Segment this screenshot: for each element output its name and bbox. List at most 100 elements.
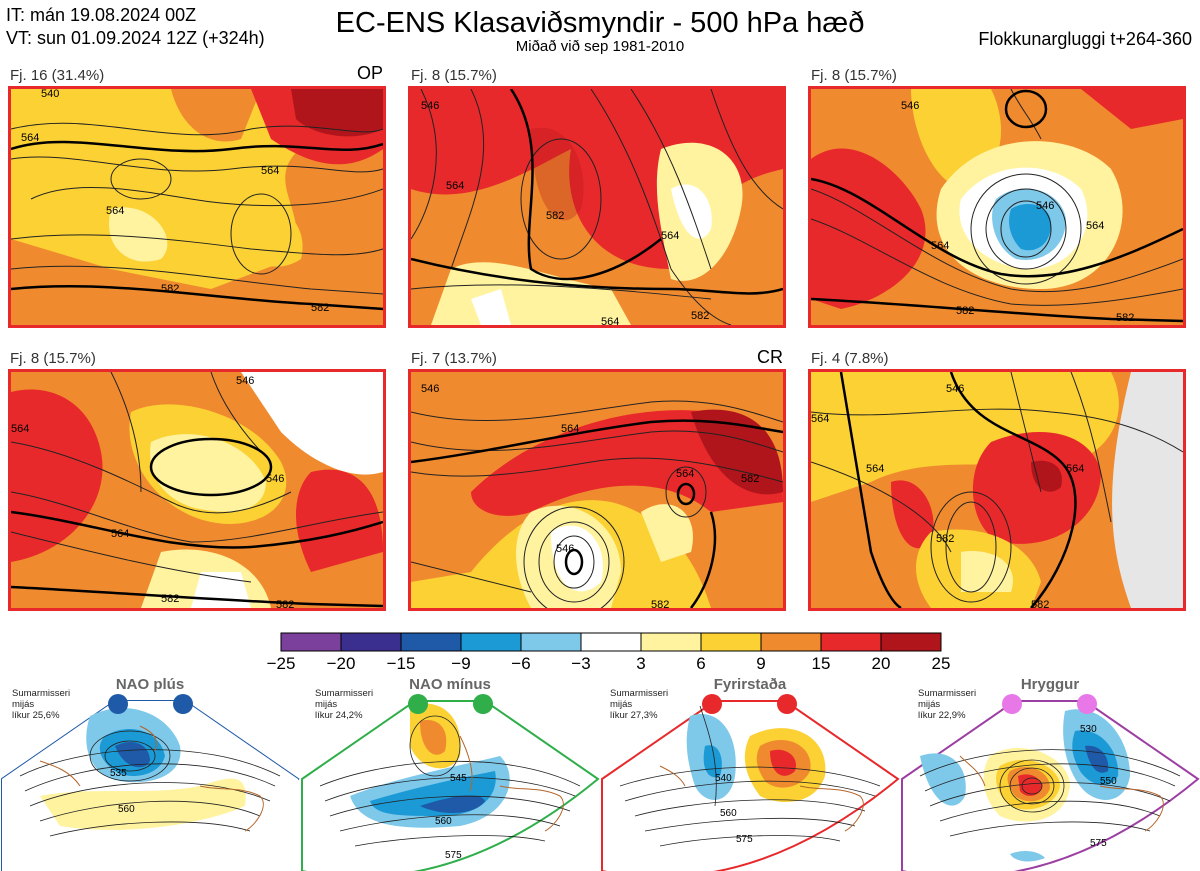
regime-name: Hryggur bbox=[1020, 676, 1080, 693]
contour-label: 564 bbox=[1086, 220, 1104, 232]
contour-label: 560 bbox=[435, 816, 452, 827]
contour-label: 546 bbox=[236, 375, 254, 387]
colorbar-cell bbox=[820, 632, 882, 652]
cluster-map-4: 546 546 564 564 582 582 bbox=[8, 369, 386, 611]
contour-label: 545 bbox=[450, 773, 467, 784]
contour-label: 546 bbox=[901, 100, 919, 112]
contour-label: 546 bbox=[421, 100, 439, 112]
panel-4-label: Fj. 8 (15.7%) bbox=[10, 350, 96, 367]
colorbar-tick-label: −15 bbox=[386, 654, 416, 673]
colorbar bbox=[280, 632, 942, 652]
colorbar-cell bbox=[280, 632, 342, 652]
contour-label: 575 bbox=[445, 850, 462, 861]
contour-label: 582 bbox=[741, 473, 759, 485]
contour-label: 564 bbox=[811, 413, 829, 425]
colorbar-tick-label: 6 bbox=[696, 654, 706, 673]
regime-name: NAO plús bbox=[115, 676, 185, 693]
colorbar-cell bbox=[460, 632, 522, 652]
panel-6-label: Fj. 4 (7.8%) bbox=[811, 350, 889, 367]
contour-label: 564 bbox=[931, 240, 949, 252]
contour-label: 530 bbox=[1080, 724, 1097, 735]
contour-label: 560 bbox=[720, 808, 737, 819]
contour-label: 550 bbox=[1100, 776, 1117, 787]
contour-label: 546 bbox=[556, 543, 574, 555]
contour-label: 582 bbox=[1031, 599, 1049, 608]
contour-label: 564 bbox=[21, 132, 39, 144]
contour-label: 575 bbox=[736, 834, 753, 845]
contour-label: 546 bbox=[421, 383, 439, 395]
contour-label: 582 bbox=[1116, 312, 1134, 324]
contour-label: 540 bbox=[715, 773, 732, 784]
contour-label: 564 bbox=[446, 180, 464, 192]
contour-label: 564 bbox=[661, 230, 679, 242]
contour-label: 546 bbox=[266, 473, 284, 485]
initial-time: IT: mán 19.08.2024 00Z bbox=[6, 5, 197, 25]
contour-label: 582 bbox=[691, 310, 709, 322]
colorbar-tick-label: 9 bbox=[756, 654, 766, 673]
regime-hryggur: 530 550 575 Hryggur Sumarmisseri mijás lík… bbox=[900, 676, 1200, 871]
contour-label: 560 bbox=[118, 804, 135, 815]
contour-label: 575 bbox=[1090, 838, 1107, 849]
colorbar-tick-label: 25 bbox=[931, 654, 951, 673]
regime-name: Fyrirstaða bbox=[713, 676, 787, 693]
contour-label: 582 bbox=[276, 599, 294, 608]
colorbar-tick-label: 20 bbox=[871, 654, 891, 673]
classification-window: Flokkunargluggi t+264-360 bbox=[978, 29, 1192, 49]
header-center: EC-ENS Klasaviðsmyndir - 500 hPa hæð Mið… bbox=[300, 6, 900, 54]
contour-label: 564 bbox=[11, 423, 29, 435]
regime-info: Sumarmisseri mijás líkur 25,6% bbox=[12, 688, 71, 721]
regime-nao-minus: 545 560 575 NAO mínus Sumarmisseri mijás l… bbox=[300, 676, 600, 871]
contour-label: 546 bbox=[1036, 200, 1054, 212]
cluster-map-1: 540 564 564 564 582 582 bbox=[8, 86, 386, 328]
regime-fyrirstada: 540 560 575 Fyrirstaða Sumarmisseri mijás… bbox=[600, 676, 900, 871]
colorbar-tick-label: 15 bbox=[811, 654, 831, 673]
panel-5-tag: CR bbox=[757, 347, 783, 367]
cluster-map-3: 546 546 564 564 582 582 bbox=[808, 86, 1186, 328]
colorbar-tick-label: −25 bbox=[266, 654, 296, 673]
contour-label: 582 bbox=[161, 593, 179, 605]
contour-label: 564 bbox=[866, 463, 884, 475]
colorbar-tick-label: −6 bbox=[511, 654, 531, 673]
colorbar-cell bbox=[580, 632, 642, 652]
panel-3-label: Fj. 8 (15.7%) bbox=[811, 67, 897, 84]
page-subtitle: Miðað við sep 1981-2010 bbox=[515, 38, 685, 55]
colorbar-cell bbox=[640, 632, 702, 652]
contour-label: 564 bbox=[676, 468, 694, 480]
cluster-map-5: 546 546 564 564 582 582 bbox=[408, 369, 786, 611]
regime-name: NAO mínus bbox=[409, 676, 491, 693]
contour-label: 582 bbox=[546, 210, 564, 222]
colorbar-tick-label: −20 bbox=[326, 654, 356, 673]
colorbar-tick-label: −9 bbox=[451, 654, 471, 673]
header-left: IT: mán 19.08.2024 00Z VT: sun 01.09.202… bbox=[6, 4, 265, 50]
regime-info: Sumarmisseri mijás líkur 24,2% bbox=[315, 688, 374, 721]
contour-label: 582 bbox=[651, 599, 669, 608]
contour-label: 582 bbox=[936, 533, 954, 545]
page-title: EC-ENS Klasaviðsmyndir - 500 hPa hæð bbox=[335, 7, 865, 39]
cluster-map-6: 546 564 564 582 582 564 bbox=[808, 369, 1186, 611]
panel-5-label: Fj. 7 (13.7%) bbox=[411, 350, 497, 367]
contour-label: 540 bbox=[41, 89, 59, 100]
contour-label: 564 bbox=[1066, 463, 1084, 475]
colorbar-cell bbox=[340, 632, 402, 652]
contour-label: 582 bbox=[956, 305, 974, 317]
contour-label: 564 bbox=[561, 423, 579, 435]
panel-1-label: Fj. 16 (31.4%) bbox=[10, 67, 105, 84]
contour-label: 582 bbox=[311, 302, 329, 314]
panel-2-label: Fj. 8 (15.7%) bbox=[411, 67, 497, 84]
contour-label: 564 bbox=[261, 165, 279, 177]
regime-info: Sumarmisseri mijás líkur 27,3% bbox=[610, 688, 669, 721]
valid-time: VT: sun 01.09.2024 12Z (+324h) bbox=[6, 28, 265, 48]
contour-label: 564 bbox=[111, 528, 129, 540]
contour-label: 582 bbox=[161, 283, 179, 295]
regime-info: Sumarmisseri mijás líkur 22,9% bbox=[918, 688, 977, 721]
colorbar-cell bbox=[760, 632, 822, 652]
contour-label: 535 bbox=[110, 768, 127, 779]
colorbar-cell bbox=[400, 632, 462, 652]
contour-label: 564 bbox=[601, 316, 619, 325]
colorbar-cell bbox=[520, 632, 582, 652]
regime-nao-plus: 535 560 NAO plús Sumarmisseri mijás líkur … bbox=[0, 676, 300, 871]
colorbar-cell bbox=[880, 632, 942, 652]
cluster-map-2: 546 564 564 582 582 564 bbox=[408, 86, 786, 328]
contour-label: 546 bbox=[946, 383, 964, 395]
contour-label: 564 bbox=[106, 205, 124, 217]
